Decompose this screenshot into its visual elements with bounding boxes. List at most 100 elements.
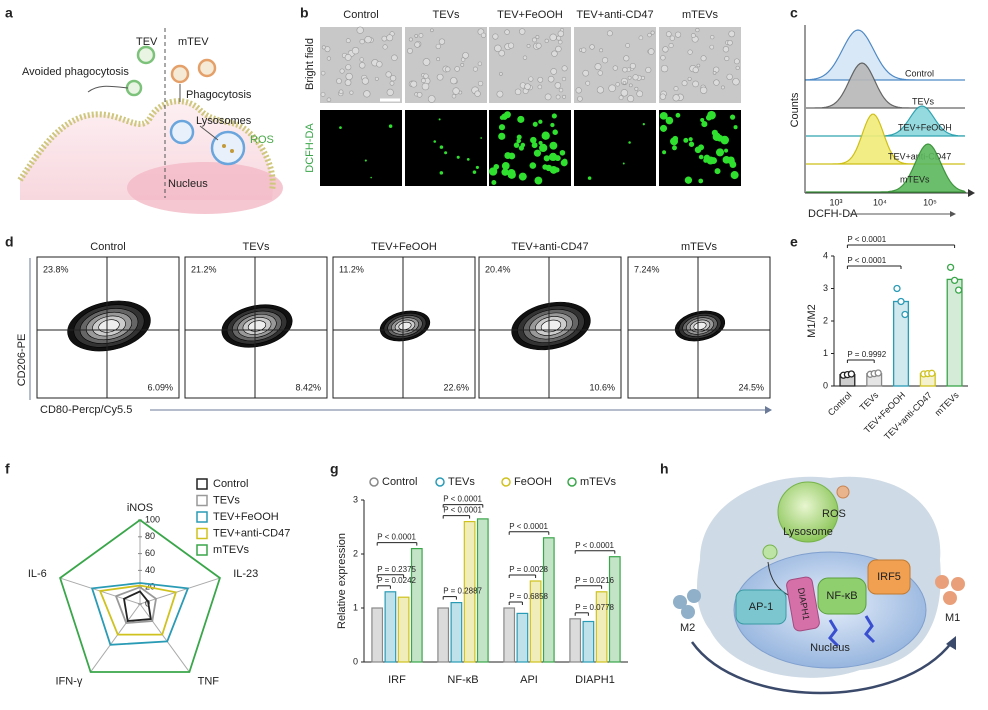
cell [555,94,561,100]
m2-cell [687,589,701,603]
fluorescent-cell [703,154,711,162]
cell [361,77,369,85]
histogram [806,143,967,193]
row-label: Bright field [304,38,316,90]
axis-label: TNF [198,676,220,688]
fluorescent-cell [516,134,522,140]
histogram [806,105,966,137]
cell [720,85,725,90]
cell [526,43,531,48]
lysosome [169,119,195,145]
y-tick-label: 1 [823,348,828,358]
cell [673,86,679,92]
cell [699,86,708,94]
fluorescent-cell [715,148,725,157]
cell [344,54,352,61]
cell [524,83,531,90]
cell [709,44,715,50]
fluorescent-cell [554,167,560,173]
cell [629,63,636,70]
cell [535,42,542,49]
y-tick-label: 2 [823,315,828,325]
cell [632,74,639,81]
cell [618,95,624,101]
panel-label: c [790,5,798,21]
cell [695,28,700,33]
axis-label: CD80-Percp/Cy5.5 [40,404,132,416]
plot-title: TEV+anti-CD47 [511,241,588,253]
fluorescent-cell [666,117,672,123]
legend-label: TEVs [213,494,240,506]
legend-swatch [196,478,208,490]
legend-marker [501,477,511,487]
cell [474,90,481,97]
fluorescent-cell [504,152,512,159]
arrow [690,641,953,695]
x-tick-label: API [520,674,538,686]
fluorescent-cell [688,137,693,142]
quadrant-percent: 24.5% [738,382,764,392]
cell [582,69,590,77]
legend-label: FeOOH [514,476,552,488]
cell [385,71,392,78]
axis-label: iNOS [127,502,153,514]
quadrant-percent: 8.42% [295,382,321,392]
cell [650,30,655,35]
cell [551,50,558,57]
plot-title: Control [90,241,125,253]
cell [339,68,345,74]
cell [645,66,652,74]
cell [627,95,635,103]
fluorescent-cell [712,132,721,141]
cell [728,30,736,38]
data-point [847,370,856,378]
data-point [893,284,901,293]
cell [423,73,429,79]
cell [390,75,397,82]
cell [647,48,655,55]
p-value: P < 0.0001 [443,495,482,504]
vesicle [836,485,850,499]
cell [391,54,398,61]
axis-arrow [950,211,956,217]
fluorescence-image [405,110,487,186]
fluorescent-cell [683,137,689,143]
fluorescent-cell [480,137,483,139]
vesicle [136,45,156,65]
cell [436,57,441,62]
panel-label: b [300,5,309,21]
y-tick-label: 0 [353,656,358,666]
cell [450,77,458,85]
row-label: DCFH-DA [304,123,316,173]
cell [535,35,540,39]
cell [454,66,460,72]
fluorescent-cell [688,141,695,147]
arrow [946,636,956,650]
cell [581,47,587,53]
cell [452,87,460,95]
fluorescent-cell [729,114,736,120]
tick-label: 10³ [829,197,842,207]
label: Phagocytosis [186,89,252,101]
fluorescent-cell [698,178,704,184]
panel-label: h [660,461,669,477]
cell [422,58,431,66]
fluorescent-cell [733,125,738,130]
cell [599,48,604,53]
fluorescent-cell [543,155,550,162]
cell [620,89,629,97]
cell [363,90,371,98]
fluorescent-cell [552,129,558,135]
dna [864,615,876,644]
cell [418,33,424,38]
fluorescence-image [574,110,656,186]
cell [550,68,558,75]
cell [557,30,565,37]
cell [421,82,430,91]
y-tick-label: 2 [353,548,358,558]
nucleus [127,162,283,214]
fluorescent-cell [472,170,477,174]
vesicle [762,544,778,560]
r-tick-label: 100 [145,514,160,524]
bar [476,518,489,663]
